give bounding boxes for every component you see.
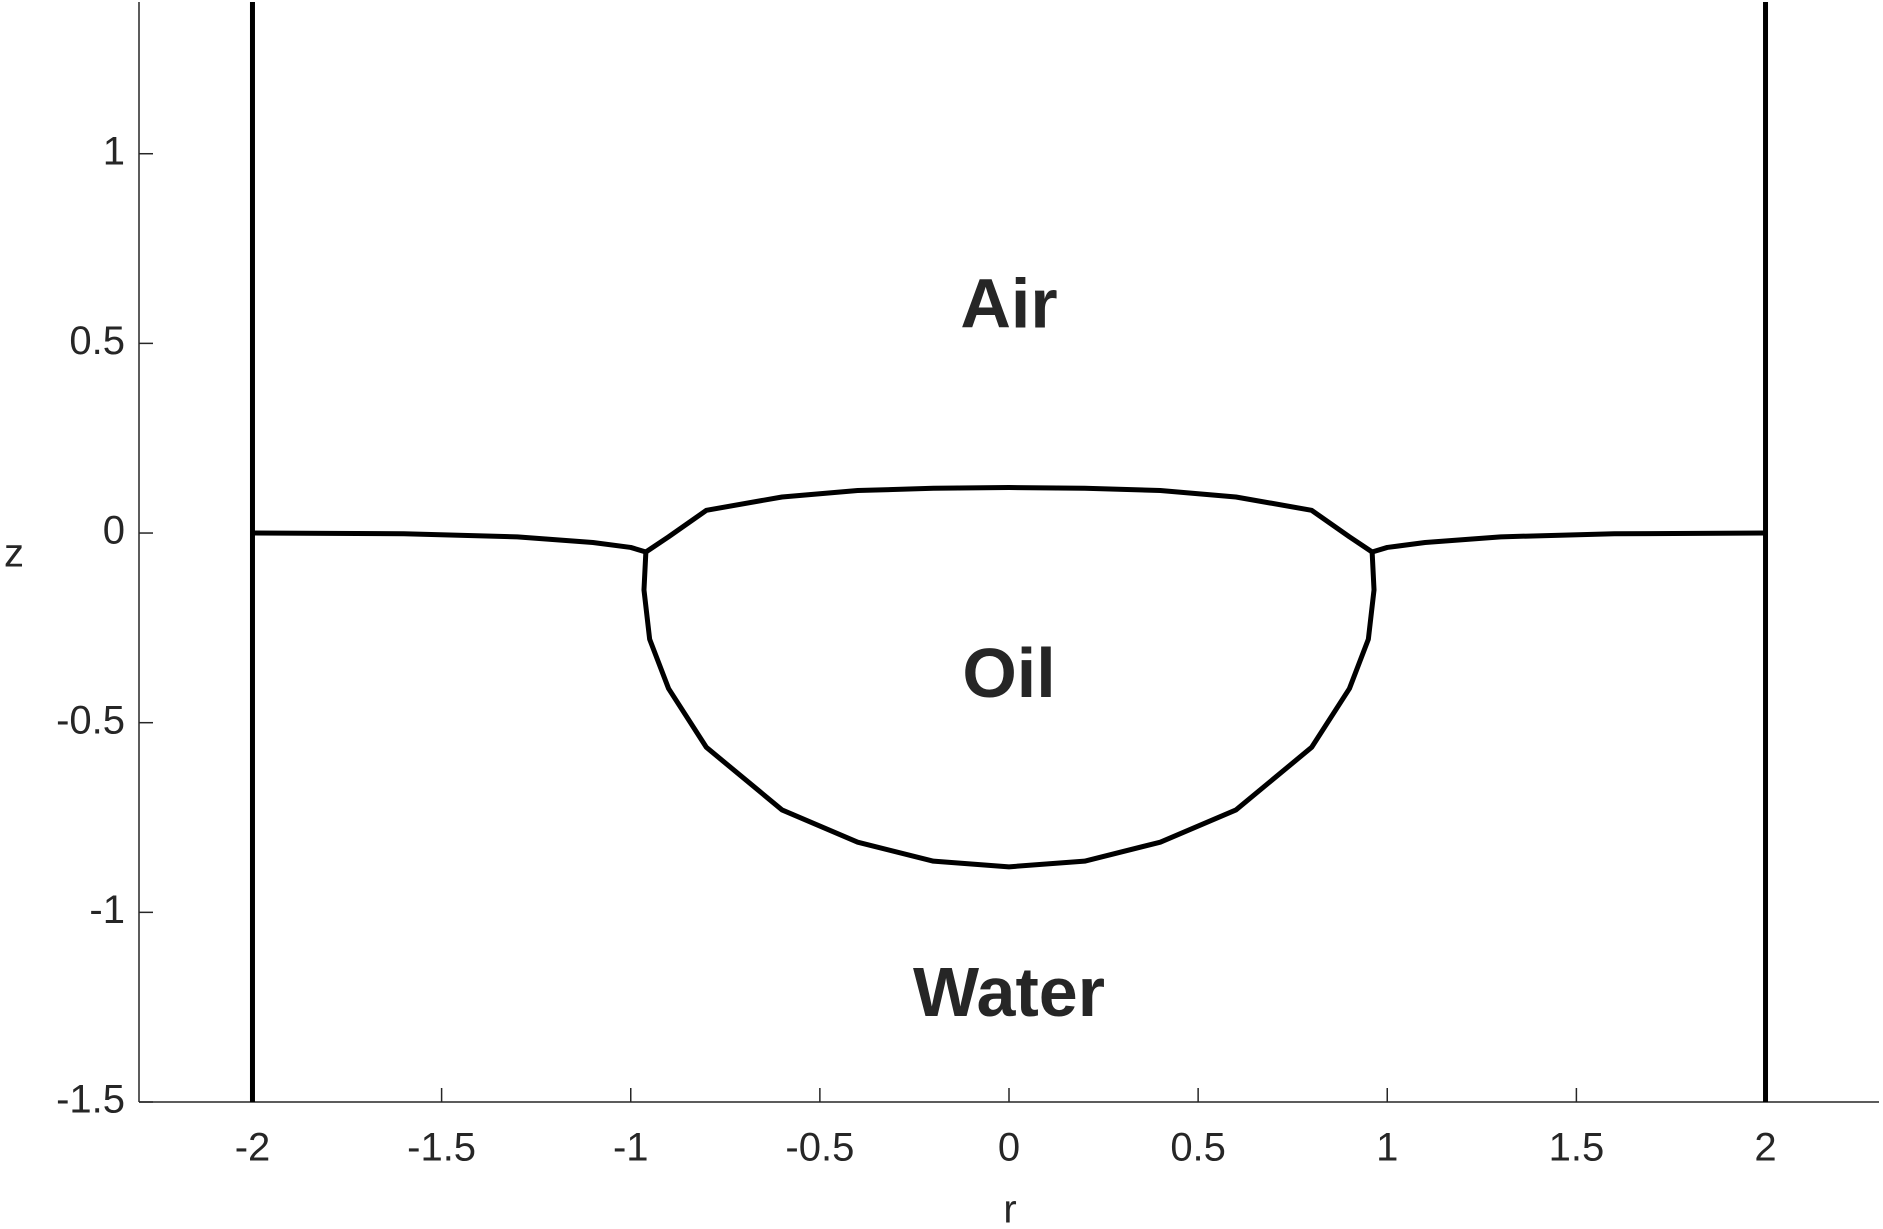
curve: [252, 530, 647, 555]
y-tick-label: -0.5: [56, 698, 125, 742]
x-tick-label: 0: [998, 1126, 1020, 1170]
y-axis-label: z: [4, 532, 24, 576]
x-axis-label: r: [1003, 1188, 1016, 1229]
region-label: Air: [960, 265, 1057, 343]
x-tick-label: 0.5: [1170, 1126, 1226, 1170]
curve: [644, 485, 1374, 555]
y-tick-label: 0.5: [69, 319, 125, 363]
x-tick-label: 1.5: [1549, 1126, 1605, 1170]
x-tick-label: 1: [1376, 1126, 1398, 1170]
region-label: Water: [913, 953, 1105, 1031]
x-tick-label: -1: [613, 1126, 649, 1170]
x-tick-label: -0.5: [785, 1126, 854, 1170]
x-tick-label: -1.5: [407, 1126, 476, 1170]
y-tick-label: 1: [103, 129, 125, 173]
x-tick-label: 2: [1754, 1126, 1776, 1170]
y-tick-label: -1.5: [56, 1078, 125, 1122]
y-tick-label: -1: [89, 888, 125, 932]
y-tick-label: 0: [103, 509, 125, 553]
region-label: Oil: [962, 634, 1055, 712]
x-tick-label: -2: [235, 1126, 271, 1170]
curve: [641, 551, 1377, 870]
curve: [1371, 530, 1766, 555]
